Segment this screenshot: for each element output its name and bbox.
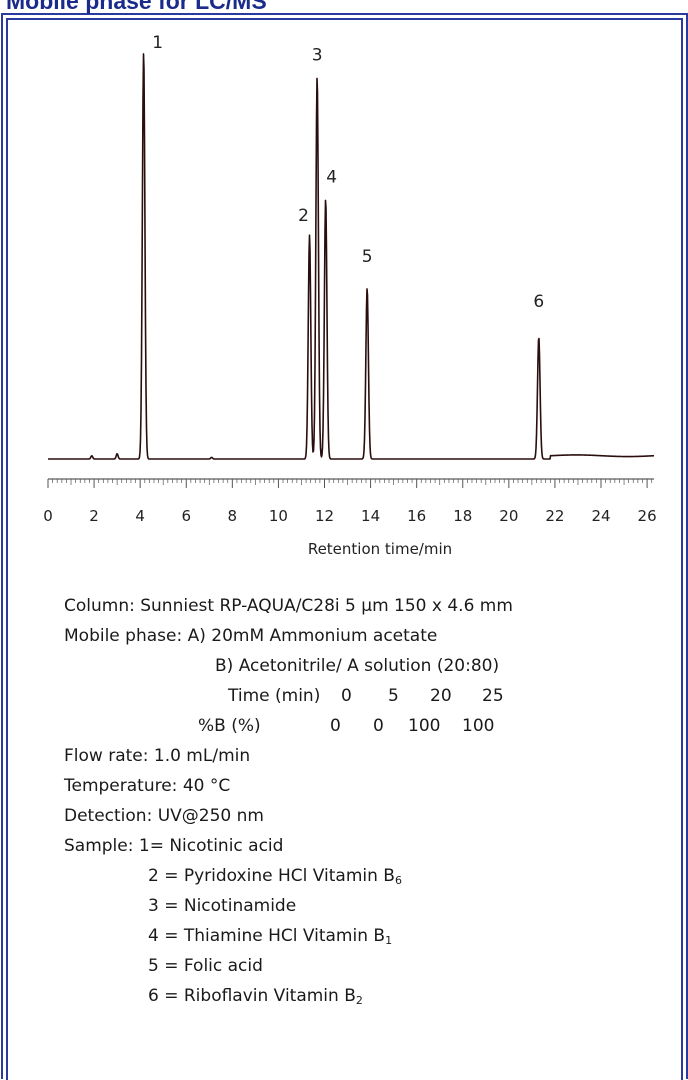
inner-frame [6, 18, 683, 1080]
mobile-phase-a: Mobile phase: A) 20mM Ammonium acetate [64, 626, 438, 646]
gradient-time-value: 0 [341, 686, 352, 706]
x-axis [47, 478, 654, 488]
column-info: Column: Sunniest RP-AQUA/C28i 5 μm 150 x… [64, 596, 513, 616]
sample-item: 5 = Folic acid [148, 956, 263, 976]
gradient-time-label: Time (min) [228, 686, 321, 706]
gradient-time-row: Time (min) 0 5 20 25 [0, 686, 688, 706]
sample-item-text: 2 = Pyridoxine HCl Vitamin B [148, 866, 395, 886]
gradient-b-value: 100 [408, 716, 441, 736]
x-tick-label: 20 [499, 507, 518, 525]
sample-item: 2 = Pyridoxine HCl Vitamin B6 [148, 866, 402, 886]
chromatogram-trace [47, 53, 655, 460]
x-tick-label: 0 [43, 507, 53, 525]
x-tick-label: 10 [269, 507, 288, 525]
flow-rate: Flow rate: 1.0 mL/min [64, 746, 251, 766]
sample-item: 4 = Thiamine HCl Vitamin B1 [148, 926, 392, 946]
gradient-time-value: 20 [430, 686, 452, 706]
gradient-b-label: %B (%) [198, 716, 261, 736]
x-tick-label: 2 [89, 507, 99, 525]
gradient-time-value: 5 [388, 686, 399, 706]
sample-item-text: 3 = Nicotinamide [148, 896, 297, 916]
sample-item-subscript: 2 [355, 994, 363, 1007]
x-tick-label: 16 [407, 507, 426, 525]
sample-item-subscript: 1 [385, 934, 393, 947]
gradient-b-value: 0 [330, 716, 341, 736]
sample-label: Sample: 1= Nicotinic acid [64, 836, 284, 856]
x-tick-label: 6 [181, 507, 191, 525]
x-tick-label: 22 [545, 507, 564, 525]
x-tick-label: 4 [135, 507, 145, 525]
x-tick-label: 14 [361, 507, 380, 525]
peak-label: 3 [312, 45, 323, 65]
sample-item-subscript: 6 [394, 874, 402, 887]
gradient-b-row: %B (%) 0 0 100 100 [0, 716, 688, 736]
detection: Detection: UV@250 nm [64, 806, 264, 826]
x-tick-label: 12 [315, 507, 334, 525]
sample-item-text: 5 = Folic acid [148, 956, 263, 976]
gradient-b-value: 0 [373, 716, 384, 736]
mobile-phase-b: B) Acetonitrile/ A solution (20:80) [215, 656, 500, 676]
peak-label: 5 [362, 247, 373, 267]
x-tick-label: 8 [228, 507, 238, 525]
x-tick-label: 18 [453, 507, 472, 525]
outer-frame [1, 13, 688, 1079]
sample-item: 3 = Nicotinamide [148, 896, 296, 916]
x-tick-label: 26 [638, 507, 657, 525]
gradient-b-value: 100 [462, 716, 495, 736]
sample-item-text: 4 = Thiamine HCl Vitamin B [148, 926, 386, 946]
peak-label: 1 [152, 33, 163, 53]
x-tick-labels: 0 2 4 6 8 10 12 14 16 18 20 22 24 26 [43, 507, 656, 525]
sample-item-text: 6 = Riboflavin Vitamin B [148, 986, 356, 1006]
page-title: Mobile phase for LC/MS [6, 0, 267, 14]
x-axis-label: Retention time/min [308, 540, 452, 558]
peak-label: 4 [326, 168, 337, 188]
peak-labels: 1 2 3 4 5 6 [152, 33, 544, 312]
peak-label: 2 [298, 206, 309, 226]
temperature: Temperature: 40 °C [64, 776, 231, 796]
x-tick-label: 24 [591, 507, 610, 525]
sample-item: 6 = Riboflavin Vitamin B2 [148, 986, 363, 1006]
gradient-time-value: 25 [482, 686, 504, 706]
peak-label: 6 [533, 292, 544, 312]
